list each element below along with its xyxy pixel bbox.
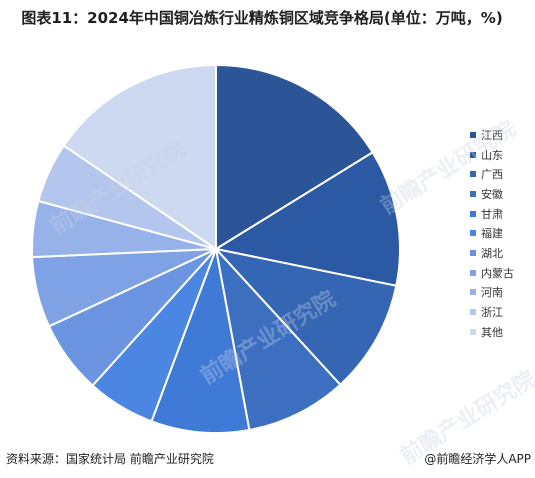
legend-swatch <box>470 309 476 316</box>
legend-label: 福建 <box>481 227 503 241</box>
pie-slice-4 <box>150 245 251 434</box>
legend-item: 安徽 <box>470 184 534 204</box>
source-note: 资料来源：国家统计局 前瞻产业研究院 <box>6 452 214 466</box>
brand-credit: @前瞻经济学人APP <box>424 452 531 466</box>
legend-label: 河南 <box>481 286 503 300</box>
legend-label: 甘肃 <box>481 207 503 221</box>
legend-swatch <box>470 249 476 256</box>
pie-slice-3 <box>214 245 342 432</box>
legend-label: 山东 <box>481 148 503 162</box>
pie-slice-0 <box>215 63 374 251</box>
chart-legend: 江西山东广西安徽甘肃福建湖北内蒙古河南浙江其他 <box>470 125 534 342</box>
legend-label: 江西 <box>481 128 503 142</box>
legend-item: 其他 <box>470 322 534 342</box>
legend-item: 山东 <box>470 145 534 165</box>
legend-label: 浙江 <box>481 306 503 320</box>
legend-label: 安徽 <box>481 187 503 201</box>
chart-title: 图表11：2024年中国铜冶炼行业精炼铜区域竞争格局(单位：万吨，%) <box>21 9 503 27</box>
legend-swatch <box>470 151 476 158</box>
legend-swatch <box>470 171 476 178</box>
pie-slices <box>31 63 401 434</box>
legend-swatch <box>470 210 476 217</box>
legend-item: 浙江 <box>470 302 534 322</box>
legend-item: 湖北 <box>470 243 534 263</box>
legend-item: 福建 <box>470 223 534 243</box>
legend-label: 其他 <box>481 325 503 339</box>
pie-slice-10 <box>62 63 217 251</box>
pie-slice-1 <box>213 150 401 287</box>
pie-slice-2 <box>213 247 398 387</box>
legend-label: 湖北 <box>481 246 503 260</box>
legend-swatch <box>470 328 476 335</box>
legend-swatch <box>470 230 476 237</box>
legend-item: 江西 <box>470 125 534 145</box>
legend-label: 内蒙古 <box>481 266 514 280</box>
legend-label: 广西 <box>481 168 503 182</box>
legend-item: 甘肃 <box>470 204 534 224</box>
legend-swatch <box>470 131 476 138</box>
legend-swatch <box>470 289 476 296</box>
legend-item: 广西 <box>470 164 534 184</box>
legend-item: 内蒙古 <box>470 263 534 283</box>
legend-item: 河南 <box>470 283 534 303</box>
legend-swatch <box>470 269 476 276</box>
legend-swatch <box>470 190 476 197</box>
